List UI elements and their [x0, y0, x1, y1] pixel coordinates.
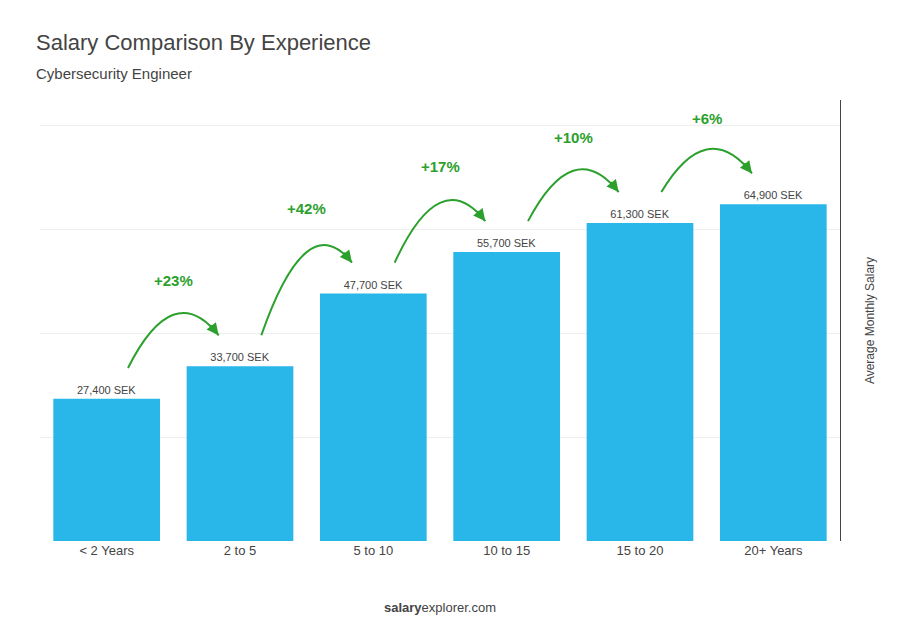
svg-text:5 to 10: 5 to 10	[353, 543, 393, 558]
svg-text:33,700 SEK: 33,700 SEK	[210, 351, 269, 363]
svg-text:20+ Years: 20+ Years	[744, 543, 803, 558]
svg-text:Salary Comparison By Experienc: Salary Comparison By Experience	[36, 30, 371, 55]
svg-text:61,300 SEK: 61,300 SEK	[610, 208, 669, 220]
svg-text:15 to 20: 15 to 20	[617, 543, 664, 558]
svg-text:+42%: +42%	[287, 200, 326, 217]
svg-text:2 to 5: 2 to 5	[224, 543, 257, 558]
svg-text:+23%: +23%	[154, 272, 193, 289]
svg-text:55,700 SEK: 55,700 SEK	[477, 237, 536, 249]
svg-text:salaryexplorer.com: salaryexplorer.com	[384, 600, 496, 615]
svg-text:+17%: +17%	[421, 158, 460, 175]
svg-text:47,700 SEK: 47,700 SEK	[344, 279, 403, 291]
svg-text:Cybersecurity Engineer: Cybersecurity Engineer	[36, 65, 192, 82]
svg-text:+6%: +6%	[692, 110, 722, 127]
svg-text:27,400 SEK: 27,400 SEK	[77, 384, 136, 396]
svg-text:Average Monthly Salary: Average Monthly Salary	[863, 257, 877, 384]
svg-text:+10%: +10%	[554, 129, 593, 146]
svg-text:< 2 Years: < 2 Years	[79, 543, 134, 558]
svg-text:10 to 15: 10 to 15	[483, 543, 530, 558]
svg-text:64,900 SEK: 64,900 SEK	[744, 189, 803, 201]
